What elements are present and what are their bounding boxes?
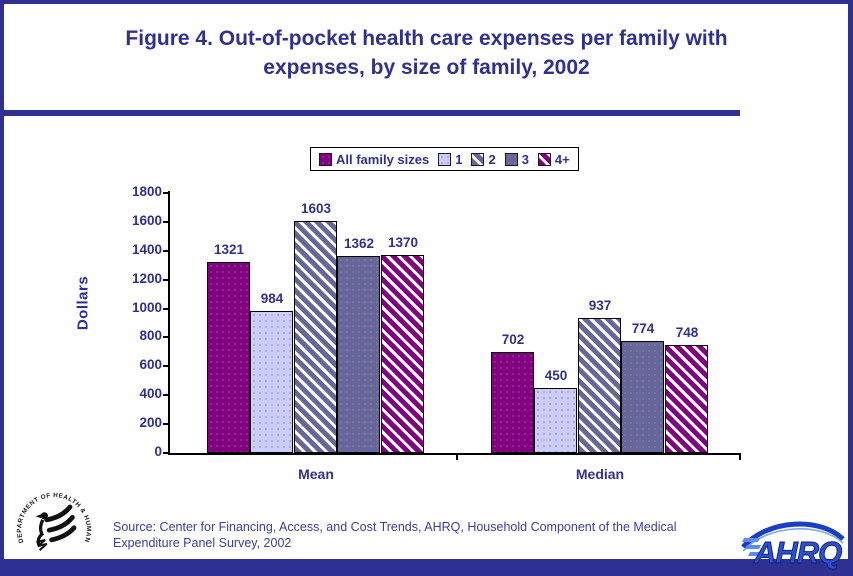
y-tick-mark-1000 [163, 307, 170, 310]
y-tick-mark-1200 [163, 278, 170, 281]
bar-value-median-4plus: 748 [675, 325, 699, 340]
frame-border-right [848, 0, 853, 576]
hhs-department-seal-icon: DEPARTMENT OF HEALTH & HUMAN SERVICES · … [11, 486, 95, 571]
bar-value-mean-4plus: 1370 [387, 235, 419, 250]
y-tick-label-1400: 1400 [131, 241, 162, 257]
y-tick-mark-0 [163, 452, 170, 454]
y-tick-label-1200: 1200 [131, 270, 162, 286]
bar-value-mean-1: 984 [260, 291, 284, 306]
x-axis-line [168, 453, 741, 455]
legend-item-2: 2 [471, 151, 496, 167]
frame-border-top [0, 0, 853, 4]
bar-median-2 [578, 318, 621, 453]
chart-legend: All family sizes 1 2 3 4+ [310, 147, 579, 171]
legend-label-1: 1 [455, 151, 463, 167]
ahrq-logo-text: AHRQ [753, 535, 842, 570]
bar-value-median-1: 450 [544, 368, 568, 383]
page-title-line2: expenses, by size of family, 2002 [263, 56, 590, 79]
ahrq-logo-icon: AHRQ [740, 511, 846, 571]
legend-swatch-2 [471, 152, 485, 166]
source-text: Source: Center for Financing, Access, an… [113, 520, 677, 550]
bar-mean-all-family-sizes [207, 262, 250, 453]
bar-value-mean-3: 1362 [343, 236, 375, 251]
bar-mean-2 [294, 221, 337, 453]
bar-median-all-family-sizes [491, 352, 534, 453]
y-tick-mark-1800 [163, 192, 170, 194]
footer-bar [0, 559, 853, 576]
bar-value-mean-all-family-sizes: 1321 [213, 242, 245, 257]
legend-item-all-family-sizes: All family sizes [319, 152, 429, 167]
category-label-mean: Mean [298, 466, 334, 482]
y-axis-title: Dollars [74, 275, 92, 331]
y-tick-label-600: 600 [139, 357, 162, 373]
y-tick-mark-1600 [163, 220, 170, 223]
y-tick-mark-1400 [163, 249, 170, 252]
page-title-line1: Figure 4. Out-of-pocket health care expe… [125, 27, 728, 50]
title-underline-rule [3, 110, 740, 116]
frame-border-left [0, 0, 4, 576]
bar-value-median-all-family-sizes: 702 [501, 332, 525, 347]
y-tick-label-1800: 1800 [131, 184, 162, 199]
y-tick-mark-800 [163, 336, 170, 339]
bar-mean-4plus [381, 255, 424, 453]
bar-median-4plus [665, 345, 708, 453]
legend-swatch-3 [504, 152, 518, 166]
legend-swatch-1 [438, 152, 452, 166]
bar-median-1 [534, 388, 577, 453]
legend-label-all-family-sizes: All family sizes [336, 151, 430, 167]
bar-mean-3 [337, 256, 380, 453]
legend-label-2: 2 [488, 151, 496, 167]
y-tick-mark-200 [163, 423, 170, 426]
y-tick-label-0: 0 [154, 444, 162, 459]
y-tick-mark-600 [163, 365, 170, 368]
page-title: Figure 4. Out-of-pocket health care expe… [0, 24, 853, 82]
bar-mean-1 [250, 311, 293, 453]
y-tick-mark-400 [163, 394, 170, 397]
bar-value-median-2: 937 [588, 298, 612, 313]
legend-swatch-all-family-sizes [319, 152, 332, 166]
legend-item-3: 3 [504, 151, 529, 167]
legend-swatch-4plus [537, 152, 551, 166]
x-axis-tick-right [739, 455, 741, 460]
legend-label-4plus: 4+ [554, 151, 570, 167]
y-tick-label-1000: 1000 [131, 299, 162, 315]
y-tick-label-1600: 1600 [131, 212, 162, 228]
y-tick-label-800: 800 [139, 328, 162, 344]
category-label-median: Median [575, 466, 625, 482]
bar-value-mean-2: 1603 [300, 201, 332, 216]
y-tick-label-400: 400 [139, 386, 162, 402]
bar-median-3 [621, 341, 664, 453]
y-axis-line [168, 191, 170, 455]
legend-item-1: 1 [438, 152, 462, 167]
x-axis-tick-middle [456, 455, 458, 460]
legend-label-3: 3 [521, 151, 529, 167]
y-tick-label-200: 200 [139, 415, 162, 431]
bar-value-median-3: 774 [631, 321, 655, 336]
legend-item-4plus: 4+ [537, 151, 570, 167]
